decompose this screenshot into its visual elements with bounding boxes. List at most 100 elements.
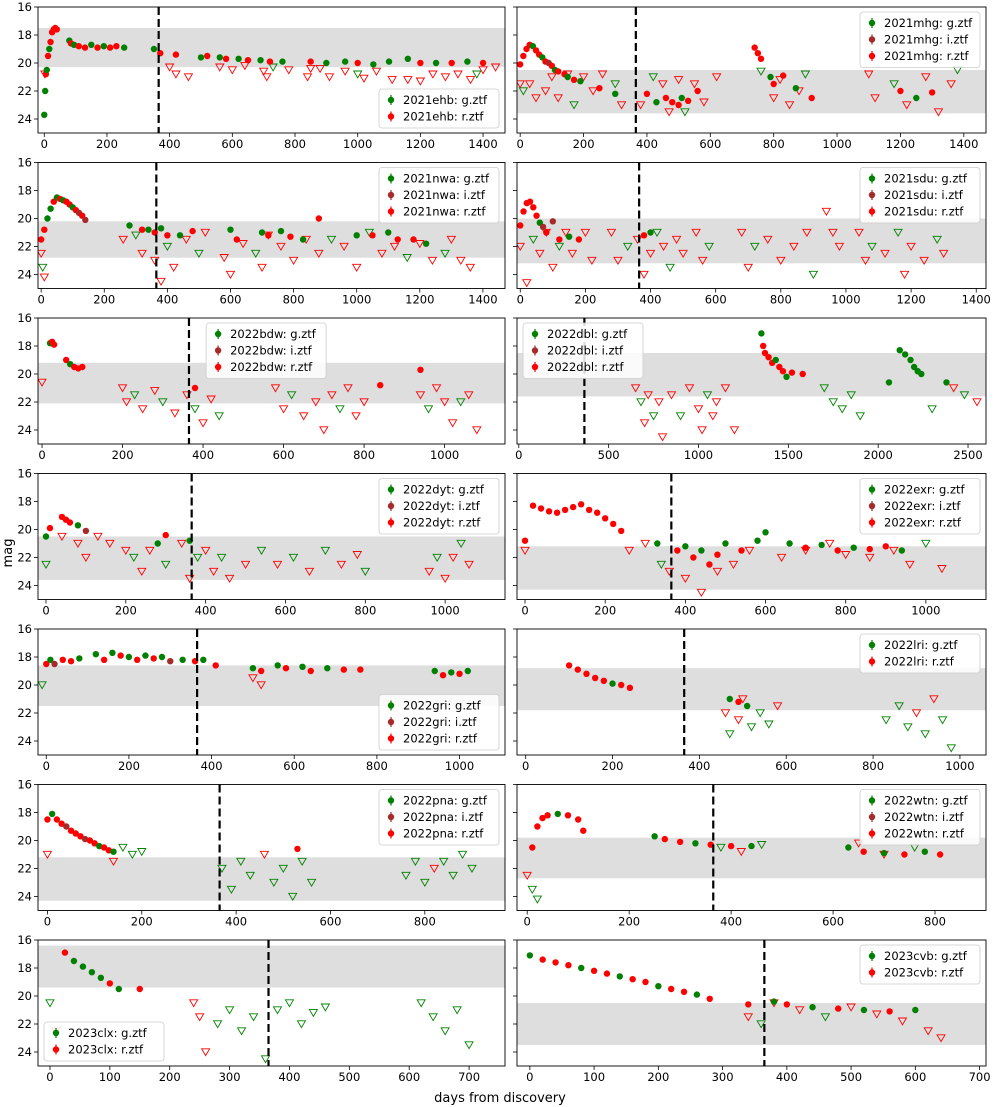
upper-limit-point	[225, 270, 236, 279]
quiescence-band	[517, 546, 986, 590]
x-tick-label: 2500	[953, 448, 982, 462]
detection-point	[464, 58, 471, 65]
detection-point	[537, 505, 545, 512]
upper-limit-point	[800, 70, 811, 79]
detection-point	[44, 215, 51, 222]
legend-box	[859, 167, 981, 224]
y-tick-label: 24	[17, 423, 32, 437]
legend-box	[859, 11, 981, 68]
upper-limit-point	[278, 864, 289, 873]
upper-limit-point	[554, 242, 565, 251]
upper-limit-point	[689, 80, 700, 89]
detection-point	[520, 208, 527, 215]
upper-limit-point	[684, 384, 695, 393]
detection-point	[157, 225, 165, 232]
upper-limit-point	[439, 398, 450, 407]
upper-limit-point	[521, 279, 532, 288]
upper-limit-point	[456, 256, 466, 265]
upper-limit-point	[257, 263, 267, 272]
upper-limit-point	[921, 539, 931, 548]
upper-limit-point	[127, 850, 138, 859]
x-tick-label: 0	[515, 448, 522, 462]
detection-point	[46, 45, 53, 53]
upper-limit-point	[453, 70, 463, 79]
upper-limit-point	[402, 254, 412, 263]
legend: 2022pna: g.ztf 2022pna: i.ztf 2022pna: r.z…	[378, 789, 500, 846]
legend-label: 2023clx: r.ztf	[68, 1043, 144, 1057]
upper-limit-point	[144, 546, 155, 555]
upper-limit-point	[272, 560, 283, 569]
detection-point	[162, 531, 169, 539]
x-tick-label: 0	[38, 448, 45, 462]
detection-point	[544, 812, 551, 819]
detection-point	[758, 330, 765, 337]
upper-limit-point	[867, 242, 877, 251]
upper-limit-point	[410, 857, 421, 866]
upper-limit-point	[168, 263, 179, 272]
detection-point	[593, 509, 601, 516]
y-tick-label: 24	[17, 112, 32, 126]
detection-point	[120, 44, 128, 51]
detection-point	[722, 540, 729, 547]
legend-label: 2023cvb: g.ztf	[884, 949, 968, 963]
legend: 2022dbl: g.ztf 2022dbl: i.ztf 2022dbl: r.z…	[522, 322, 644, 379]
y-tick-label: 18	[17, 339, 32, 353]
legend-label: 2021ehb: g.ztf	[403, 93, 488, 107]
detection-point	[77, 833, 84, 840]
upper-limit-point	[749, 242, 760, 251]
detection-point	[431, 667, 438, 675]
upper-limit-point	[972, 398, 982, 407]
detection-point	[212, 662, 219, 669]
upper-limit-point	[190, 405, 200, 414]
detection-point	[835, 1005, 842, 1012]
detection-point	[167, 658, 174, 665]
upper-limit-point	[784, 101, 795, 110]
detection-point	[783, 1001, 791, 1008]
detection-point	[653, 99, 660, 106]
detection-point	[564, 812, 572, 819]
detection-point	[936, 851, 944, 858]
detection-point	[898, 547, 906, 554]
upper-limit-point	[889, 80, 899, 89]
detection-point	[66, 519, 74, 526]
x-tick-label: 100	[99, 1070, 121, 1084]
upper-limit-point	[691, 228, 701, 237]
upper-limit-point	[181, 235, 192, 244]
detection-point	[751, 44, 758, 51]
upper-limit-point	[423, 405, 434, 414]
detection-point	[860, 1006, 868, 1014]
detection-point	[885, 379, 893, 386]
upper-limit-point	[371, 67, 382, 76]
upper-limit-point	[819, 384, 830, 393]
upper-limit-point	[250, 249, 261, 258]
x-tick-label: 800	[835, 604, 857, 618]
x-tick-label: 600	[398, 1070, 420, 1084]
detection-point	[694, 87, 701, 95]
plot-area	[517, 473, 986, 600]
upper-limit-point	[548, 263, 558, 272]
detection-point	[233, 236, 240, 243]
upper-limit-point	[352, 551, 363, 560]
upper-limit-point	[699, 98, 709, 107]
x-tick-label: 400	[159, 137, 181, 151]
upper-limit-point	[927, 405, 937, 414]
upper-limit-point	[270, 384, 281, 393]
detection-point	[565, 962, 572, 969]
x-tick-label: 800	[353, 448, 375, 462]
upper-limit-point	[657, 433, 668, 442]
detection-point	[369, 232, 376, 239]
upper-limit-point	[524, 80, 535, 89]
x-tick-label: 600	[319, 915, 341, 929]
detection-point	[786, 540, 793, 547]
legend: 2021nwa: g.ztf 2021nwa: i.ztf 2021nwa: r.z…	[378, 167, 500, 224]
upper-limit-point	[606, 228, 617, 237]
plot-area	[38, 473, 505, 600]
detection-point	[324, 665, 331, 672]
detection-point	[809, 1004, 816, 1011]
detection-point	[651, 833, 658, 840]
panel-2022wtn: 0 200 400 600 800 2022wtn: g.ztf 2022wtn: i.zt…	[513, 784, 987, 929]
legend-box	[522, 322, 644, 379]
upper-limit-point	[212, 1020, 223, 1029]
